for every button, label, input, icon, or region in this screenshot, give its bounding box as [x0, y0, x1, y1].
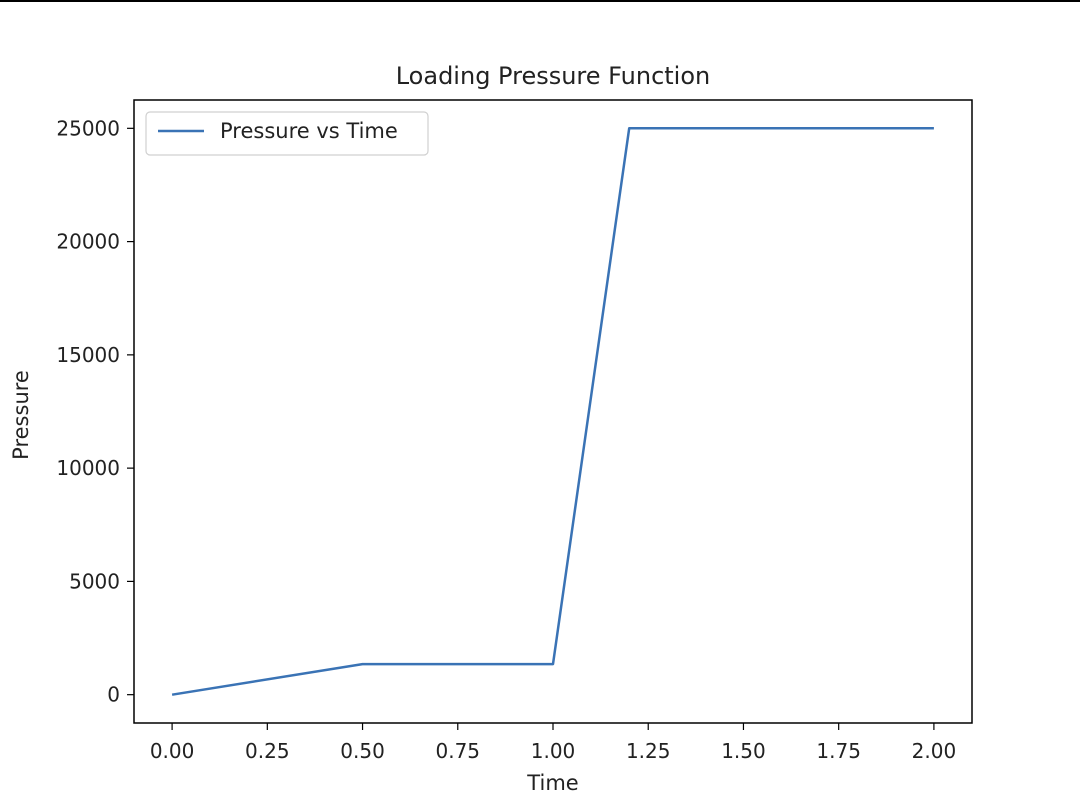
x-tick-label: 0.25 [245, 739, 290, 763]
y-axis: 0 5000 10000 15000 20000 25000 [56, 116, 134, 707]
x-tick-label: 0.75 [436, 739, 481, 763]
y-tick-label: 25000 [56, 116, 120, 140]
x-axis: 0.00 0.25 0.50 0.75 1.00 1.25 1.50 1.75 2.00 [150, 723, 956, 763]
window-top-border [0, 0, 1080, 2]
x-tick-label: 1.50 [721, 739, 766, 763]
y-tick-label: 15000 [56, 343, 120, 367]
x-tick-label: 1.75 [816, 739, 861, 763]
y-tick-label: 5000 [69, 569, 120, 593]
series-line [171, 127, 934, 696]
y-axis-label: Pressure [9, 370, 33, 460]
x-tick-label: 2.00 [912, 739, 957, 763]
legend: Pressure vs Time [145, 111, 429, 156]
legend-label: Pressure vs Time [220, 119, 398, 143]
x-axis-label: Time [526, 771, 578, 795]
x-tick-label: 0.50 [340, 739, 385, 763]
x-tick-label: 1.00 [531, 739, 576, 763]
x-tick-label: 0.00 [150, 739, 195, 763]
plot-area [133, 99, 973, 724]
legend-box [145, 111, 429, 156]
x-tick-label: 1.25 [626, 739, 671, 763]
chart-title: Loading Pressure Function [396, 62, 711, 90]
series-layer [171, 127, 934, 696]
y-tick-label: 0 [107, 683, 120, 707]
y-tick-label: 20000 [56, 230, 120, 254]
y-tick-label: 10000 [56, 456, 120, 480]
